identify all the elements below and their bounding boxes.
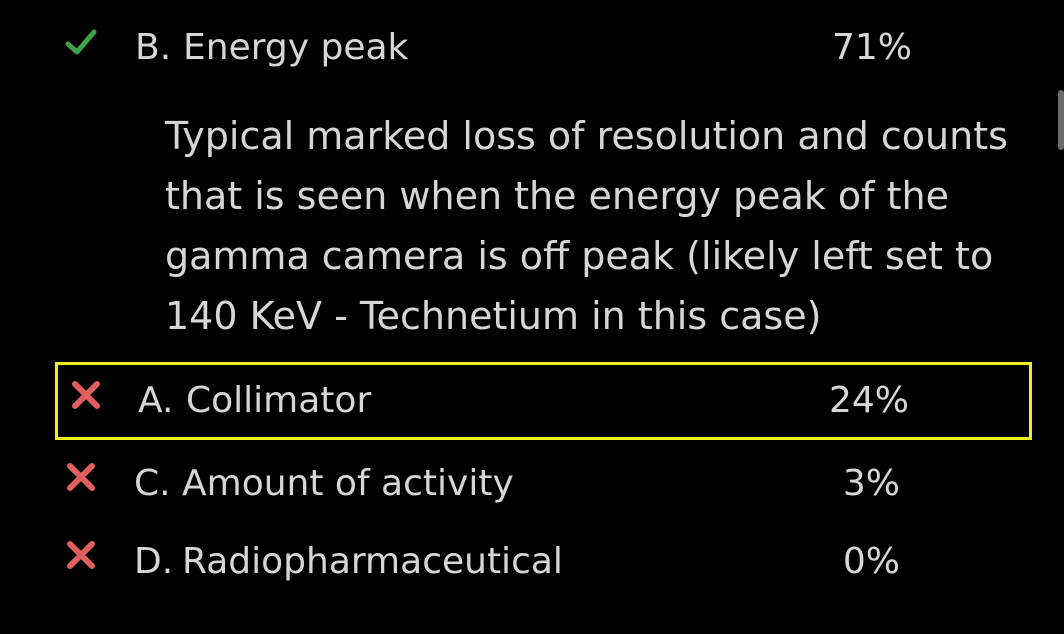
option-percent: 24% [828, 380, 909, 421]
scrollbar[interactable] [1058, 90, 1064, 150]
check-icon [64, 26, 98, 60]
option-text: Radiopharmaceutical [182, 541, 563, 582]
answer-explanation: Typical marked loss of resolution and co… [165, 114, 1008, 338]
answer-option-d[interactable]: D. Radiopharmaceutical 0% [0, 538, 1064, 598]
answer-option-b[interactable]: B. Energy peak 71% [0, 26, 1064, 86]
cross-icon [64, 460, 98, 494]
selected-answer-highlight [55, 362, 1032, 440]
option-percent: 3% [842, 463, 900, 504]
answer-option-a[interactable]: A. Collimator 24% [0, 378, 1064, 438]
option-text: Amount of activity [182, 463, 514, 504]
option-letter: B. [135, 27, 172, 68]
option-text: Energy peak [183, 27, 409, 68]
cross-icon [64, 538, 98, 572]
option-letter: A. [138, 380, 174, 421]
option-letter: C. [134, 463, 171, 504]
option-text: Collimator [186, 380, 372, 421]
option-letter: D. [134, 541, 174, 582]
option-percent: 71% [831, 27, 912, 68]
cross-icon [69, 378, 103, 412]
option-percent: 0% [842, 541, 900, 582]
answer-option-c[interactable]: C. Amount of activity 3% [0, 460, 1064, 520]
